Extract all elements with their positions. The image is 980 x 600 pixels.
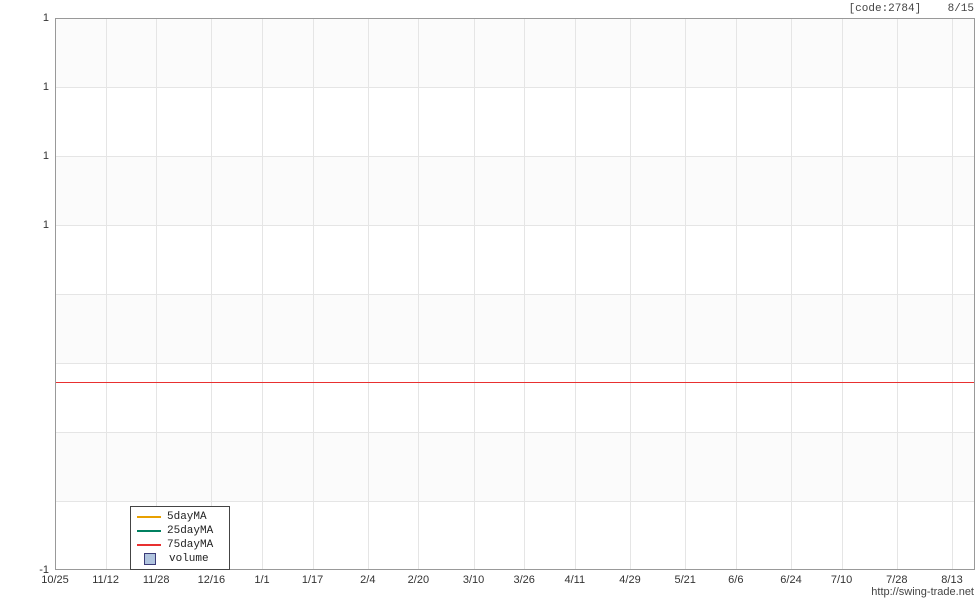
v-gridline [262, 18, 263, 570]
v-gridline [368, 18, 369, 570]
y-axis-label: 1 [27, 219, 49, 231]
v-gridline [575, 18, 576, 570]
v-gridline [156, 18, 157, 570]
h-gridline [55, 501, 975, 502]
legend-label: 25dayMA [167, 525, 213, 537]
footer-url: http://swing-trade.net [871, 586, 974, 598]
h-gridline [55, 294, 975, 295]
h-gridline [55, 363, 975, 364]
header-date: 8/15 [948, 3, 974, 15]
legend-item: volume [137, 552, 223, 566]
v-gridline [897, 18, 898, 570]
grid-band [55, 363, 975, 432]
header-meta: [code:2784] 8/15 [849, 3, 974, 15]
legend-label: 75dayMA [167, 539, 213, 551]
legend: 5dayMA 25dayMA 75dayMA volume [130, 506, 230, 570]
code-label: [code:2784] [849, 3, 922, 15]
legend-label: 5dayMA [167, 511, 207, 523]
v-gridline [418, 18, 419, 570]
plot-area: 5dayMA 25dayMA 75dayMA volume [55, 18, 975, 570]
legend-label: volume [169, 553, 209, 565]
x-axis-label: 6/6 [728, 574, 743, 586]
x-axis-label: 1/17 [302, 574, 323, 586]
h-gridline [55, 156, 975, 157]
x-axis-label: 7/10 [831, 574, 852, 586]
series-75dayma-line [55, 382, 975, 383]
v-gridline [313, 18, 314, 570]
x-axis-label: 4/11 [565, 574, 586, 586]
grid-band [55, 225, 975, 294]
x-axis-label: 11/28 [143, 574, 170, 586]
v-gridline [685, 18, 686, 570]
v-gridline [630, 18, 631, 570]
grid-band [55, 87, 975, 156]
v-gridline [952, 18, 953, 570]
legend-swatch-line [137, 516, 161, 518]
v-gridline [474, 18, 475, 570]
h-gridline [55, 432, 975, 433]
h-gridline [55, 87, 975, 88]
legend-swatch-line [137, 544, 161, 546]
x-axis-label: 1/1 [254, 574, 269, 586]
x-axis-label: 3/26 [513, 574, 534, 586]
x-axis-label: 11/12 [92, 574, 119, 586]
legend-swatch-line [137, 530, 161, 532]
v-gridline [736, 18, 737, 570]
y-axis-label: 1 [27, 81, 49, 93]
x-axis-label: 3/10 [463, 574, 484, 586]
x-axis-label: 2/20 [408, 574, 429, 586]
x-axis-label: 4/29 [619, 574, 640, 586]
v-gridline [106, 18, 107, 570]
legend-item: 75dayMA [137, 538, 223, 552]
y-axis-label: 1 [27, 12, 49, 24]
x-axis-label: 5/21 [674, 574, 695, 586]
x-axis-label: 8/13 [941, 574, 962, 586]
legend-item: 25dayMA [137, 524, 223, 538]
chart-container: [code:2784] 8/15 5dayMA 25dayMA 75dayMA vol… [0, 0, 980, 600]
x-axis-label: 6/24 [780, 574, 801, 586]
x-axis-label: 12/16 [198, 574, 226, 586]
x-axis-label: 7/28 [886, 574, 907, 586]
v-gridline [211, 18, 212, 570]
legend-item: 5dayMA [137, 510, 223, 524]
v-gridline [524, 18, 525, 570]
v-gridline [842, 18, 843, 570]
legend-swatch-box [144, 553, 156, 565]
y-axis-label: 1 [27, 150, 49, 162]
x-axis-label: 10/25 [41, 574, 69, 586]
x-axis-label: 2/4 [360, 574, 375, 586]
v-gridline [791, 18, 792, 570]
h-gridline [55, 225, 975, 226]
